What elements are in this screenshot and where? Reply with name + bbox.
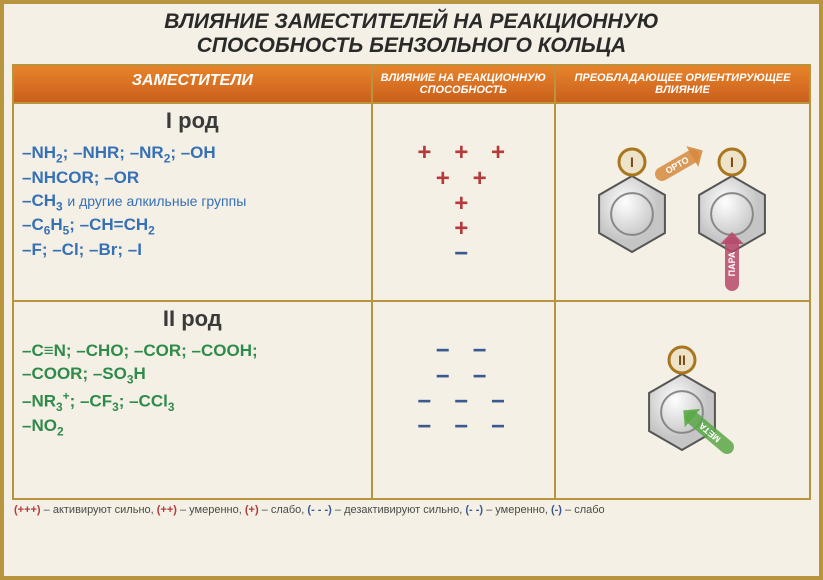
reactivity-row: + (377, 193, 550, 218)
rod2-lines: –C≡N; –CHO; –COR; –COOH;–COOR; –SO3H–NR3… (14, 338, 371, 445)
reactivity-row: − − (377, 366, 550, 391)
reactivity-row: − − − (377, 416, 550, 441)
cell-rod2-reactivity: − −− −− − −− − − (372, 301, 555, 499)
benzene-diagram: I I ОРТО ПАРА (572, 114, 792, 294)
legend-sym: (+) (245, 504, 259, 516)
arrow-орто: ОРТО (662, 147, 703, 177)
chem-line: –C≡N; –CHO; –COR; –COOH; (22, 340, 363, 363)
chem-line: –NH2; –NHR; –NR2; –OH (22, 142, 363, 166)
legend-sym: (-) (551, 504, 562, 516)
header-reactivity: ВЛИЯНИЕ НА РЕАКЦИОННУЮ СПОСОБНОСТЬ (372, 65, 555, 103)
svg-text:ПАРА: ПАРА (727, 252, 737, 277)
rod1-react-symbols: + + ++ +++− (377, 142, 550, 268)
rod2-diagram: IIМЕТА (562, 308, 803, 492)
page-title: ВЛИЯНИЕ ЗАМЕСТИТЕЛЕЙ НА РЕАКЦИОННУЮ СПОС… (4, 4, 819, 62)
header-orientation: ПРЕОБЛАДАЮЩЕЕ ОРИЕНТИРУЮЩЕЕ ВЛИЯНИЕ (555, 65, 810, 103)
reactivity-row: − − − (377, 391, 550, 416)
legend-sym: (++) (157, 504, 177, 516)
rod2-header: II род (14, 302, 371, 338)
main-table: ЗАМЕСТИТЕЛИ ВЛИЯНИЕ НА РЕАКЦИОННУЮ СПОСО… (12, 64, 811, 500)
chem-line: –CH3 и другие алкильные группы (22, 190, 363, 214)
svg-text:I: I (631, 154, 635, 170)
svg-text:II: II (679, 352, 687, 368)
title-line-2: СПОСОБНОСТЬ БЕНЗОЛЬНОГО КОЛЬЦА (197, 34, 626, 57)
benzene-diagram: IIМЕТА (602, 312, 762, 492)
legend-sym: (- - -) (307, 504, 331, 516)
rod1-header: I род (14, 104, 371, 140)
reactivity-row: + + (377, 168, 550, 193)
reactivity-row: + + + (377, 142, 550, 167)
svg-text:I: I (731, 154, 735, 170)
rod1-lines: –NH2; –NHR; –NR2; –OH–NHCOR; –OR–CH3 и д… (14, 140, 371, 267)
header-substituents: ЗАМЕСТИТЕЛИ (13, 65, 372, 103)
cell-rod1-diagram: I I ОРТО ПАРА (555, 103, 810, 301)
reactivity-row: + (377, 218, 550, 243)
chem-line: –NR3+; –CF3; –CCl3 (22, 388, 363, 415)
rod2-react-symbols: − −− −− − −− − − (377, 340, 550, 441)
chem-line: –NO2 (22, 415, 363, 439)
cell-rod1-substituents: I род –NH2; –NHR; –NR2; –OH–NHCOR; –OR–C… (13, 103, 372, 301)
cell-rod1-reactivity: + + ++ +++− (372, 103, 555, 301)
header-row: ЗАМЕСТИТЕЛИ ВЛИЯНИЕ НА РЕАКЦИОННУЮ СПОСО… (13, 65, 810, 103)
rod1-diagram: I I ОРТО ПАРА (562, 110, 803, 294)
legend-sym: (- -) (465, 504, 483, 516)
cell-rod2-substituents: II род –C≡N; –CHO; –COR; –COOH;–COOR; –S… (13, 301, 372, 499)
legend: (+++) – активируют сильно, (++) – умерен… (4, 500, 819, 520)
chem-line: –NHCOR; –OR (22, 167, 363, 190)
chem-line: –F; –Cl; –Br; –I (22, 239, 363, 262)
reactivity-row: − − (377, 340, 550, 365)
title-line-1: ВЛИЯНИЕ ЗАМЕСТИТЕЛЕЙ НА РЕАКЦИОННУЮ (164, 10, 658, 33)
chem-line: –COOR; –SO3H (22, 363, 363, 387)
reactivity-row: − (377, 243, 550, 268)
chem-line: –C6H5; –CH=CH2 (22, 214, 363, 238)
legend-sym: (+++) (14, 504, 41, 516)
cell-rod2-diagram: IIМЕТА (555, 301, 810, 499)
row-rod1: I род –NH2; –NHR; –NR2; –OH–NHCOR; –OR–C… (13, 103, 810, 301)
row-rod2: II род –C≡N; –CHO; –COR; –COOH;–COOR; –S… (13, 301, 810, 499)
